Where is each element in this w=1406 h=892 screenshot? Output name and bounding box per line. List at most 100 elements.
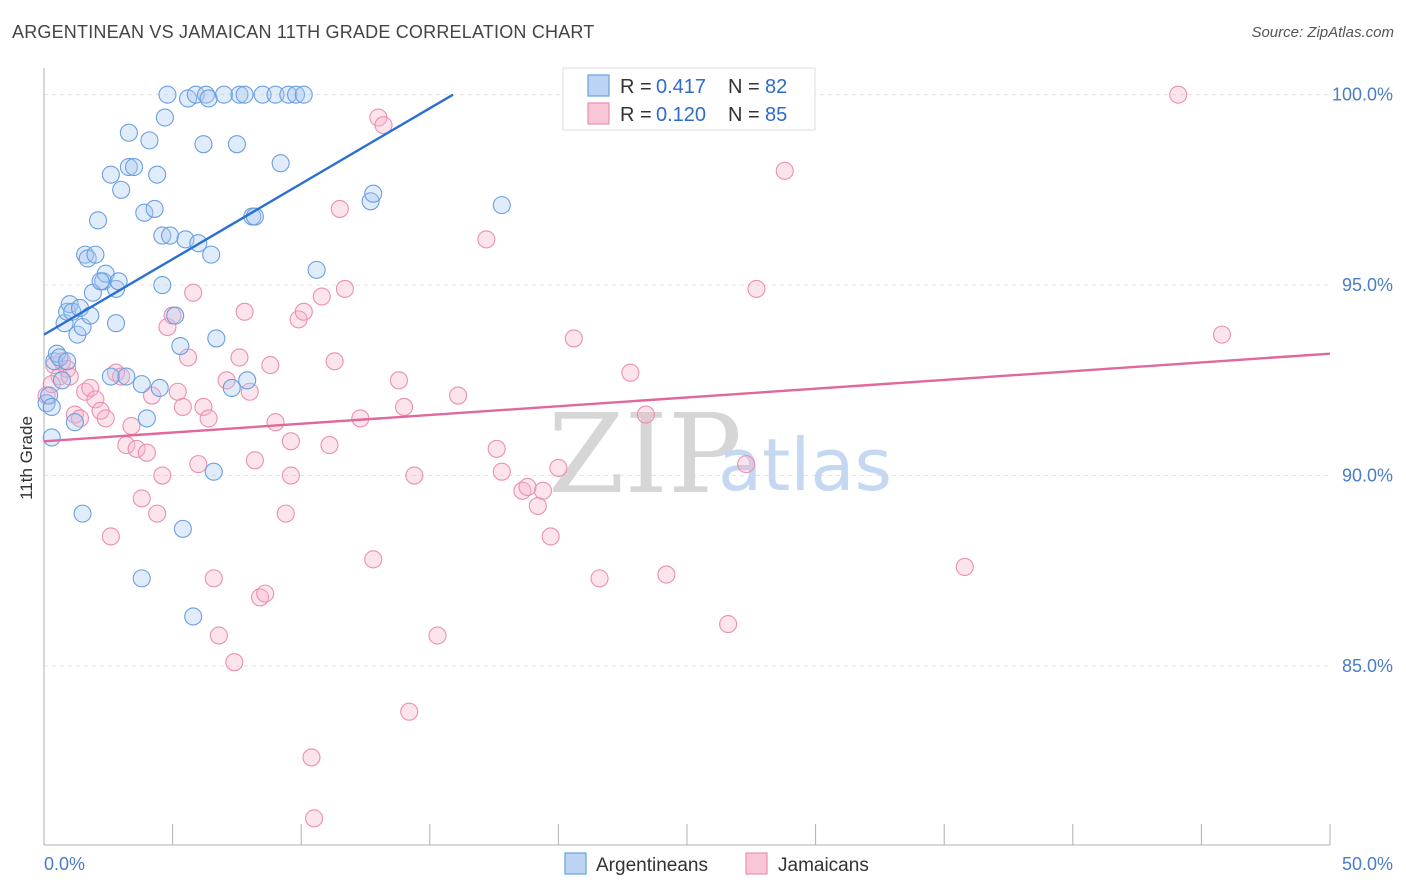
x-tick-label-min: 0.0% — [44, 854, 85, 874]
legend-n-label-2: N = — [728, 104, 760, 126]
argentinean-point — [117, 367, 136, 386]
grid-lines — [44, 94, 1330, 667]
jamaican-point — [955, 557, 974, 577]
jamaican-point — [320, 436, 339, 455]
argentinean-point — [65, 413, 84, 432]
argentinean-point — [279, 85, 298, 104]
argentinean-point — [153, 226, 172, 245]
jamaicans-trend-line — [43, 352, 1331, 443]
y-tick-labels: 85.0% 90.0% 95.0% 100.0% — [1332, 85, 1393, 676]
argentinean-point — [222, 378, 241, 397]
jamaican-point — [305, 809, 324, 828]
jamaican-point — [86, 390, 105, 409]
jamaican-point — [325, 352, 344, 371]
argentinean-point — [271, 154, 290, 173]
argentinean-point — [58, 352, 77, 371]
jamaican-point — [492, 462, 511, 481]
argentinean-point — [86, 245, 105, 264]
jamaican-point — [449, 386, 468, 405]
argentinean-point — [73, 504, 92, 523]
y-tick-label: 90.0% — [1342, 466, 1393, 486]
jamaican-point — [528, 496, 547, 516]
jamaican-point — [564, 329, 583, 348]
argentinean-point — [42, 428, 61, 447]
bottom-legend-swatch-argentineans — [564, 852, 587, 875]
jamaican-point — [428, 626, 447, 645]
chart-title: ARGENTINEAN VS JAMAICAN 11TH GRADE CORRE… — [12, 22, 595, 42]
argentinean-point — [253, 85, 272, 104]
correlation-legend: R = 0.417 N = 82 R = 0.120 N = 85 — [562, 67, 816, 131]
jamaican-point — [184, 283, 203, 302]
legend-n-value-1: 82 — [765, 76, 787, 98]
argentinean-point — [173, 519, 192, 538]
argentinean-point — [52, 371, 72, 390]
jamaican-point — [719, 615, 738, 634]
argentinean-point — [160, 226, 180, 245]
jamaican-point — [389, 371, 408, 390]
argentinean-point — [202, 245, 221, 264]
argentineans-trend-line — [43, 93, 454, 336]
argentinean-point — [230, 85, 249, 104]
legend-r-value-1: 0.417 — [656, 76, 706, 98]
argentinean-point — [266, 85, 285, 104]
jamaican-point — [312, 287, 331, 306]
argentinean-point — [91, 272, 110, 291]
legend-n-label-1: N = — [728, 76, 760, 98]
argentinean-point — [204, 462, 223, 481]
jamaican-point — [1212, 325, 1232, 344]
argentinean-point — [166, 306, 185, 325]
jamaican-point — [549, 458, 568, 477]
legend-r-value-2: 0.120 — [656, 104, 706, 126]
jamaican-point — [209, 626, 228, 645]
argentineans-points — [37, 85, 511, 626]
argentinean-point — [88, 211, 108, 230]
argentinean-point — [135, 203, 154, 222]
watermark-atlas: atlas — [718, 423, 892, 507]
jamaican-point — [400, 702, 419, 721]
jamaican-point — [132, 489, 151, 508]
argentinean-point — [119, 123, 138, 142]
argentinean-point — [150, 378, 169, 397]
x-tick-label-max: 50.0% — [1342, 854, 1393, 874]
jamaican-point — [281, 466, 300, 485]
jamaican-point — [199, 409, 218, 428]
jamaican-point — [330, 199, 349, 218]
jamaican-point — [261, 356, 280, 375]
argentinean-point — [112, 180, 131, 199]
jamaican-point — [477, 230, 496, 249]
argentinean-point — [40, 386, 59, 405]
series-legend: Argentineans Jamaicans — [564, 852, 869, 876]
jamaican-point — [737, 455, 756, 474]
jamaican-point — [148, 504, 167, 523]
argentinean-point — [148, 165, 167, 184]
x-tick-marks — [43, 824, 1331, 845]
jamaican-point — [775, 161, 794, 180]
argentinean-point — [199, 89, 218, 108]
argentinean-point — [42, 397, 61, 417]
bottom-legend-jamaicans: Jamaicans — [778, 855, 869, 876]
argentinean-point — [194, 135, 213, 154]
jamaican-point — [636, 405, 655, 424]
jamaican-point — [127, 439, 146, 458]
jamaican-point — [235, 302, 254, 321]
argentinean-point — [492, 196, 511, 215]
argentinean-point — [235, 85, 254, 104]
argentinean-point — [132, 569, 151, 588]
argentinean-point — [155, 108, 174, 127]
jamaican-point — [142, 386, 162, 405]
jamaican-point — [657, 565, 676, 584]
argentinean-point — [145, 199, 164, 218]
argentinean-point — [106, 314, 126, 333]
jamaican-point — [256, 584, 275, 603]
y-tick-label: 95.0% — [1342, 275, 1393, 295]
jamaican-point — [276, 504, 295, 523]
bottom-legend-argentineans: Argentineans — [596, 855, 708, 876]
jamaican-point — [747, 279, 766, 298]
jamaican-point — [590, 569, 609, 588]
jamaican-point — [395, 397, 414, 417]
argentinean-point — [184, 607, 203, 626]
argentinean-point — [153, 276, 172, 295]
jamaican-point — [240, 382, 259, 401]
argentinean-point — [227, 135, 246, 154]
jamaican-point — [137, 443, 156, 462]
